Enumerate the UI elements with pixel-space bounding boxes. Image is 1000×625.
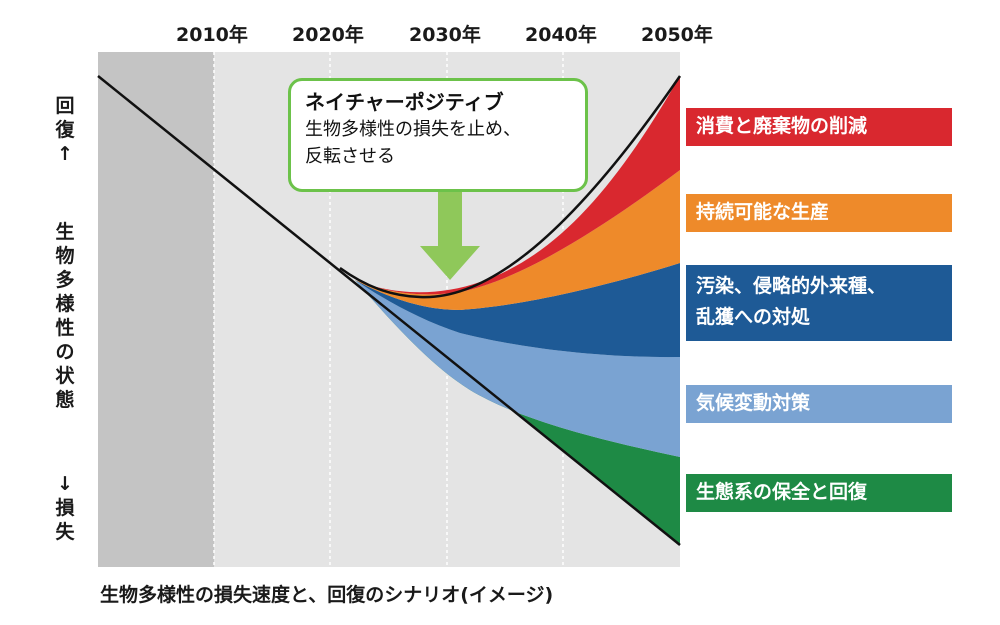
- legend-sustainable-production: 持続可能な生産: [686, 194, 952, 232]
- down-arrow: [420, 192, 480, 280]
- legend-consumption-waste: 消費と廃棄物の削減: [686, 108, 952, 146]
- x-tick-2010: 2010年: [176, 24, 248, 46]
- legend-pollution-line-1: 汚染、侵略的外来種、: [696, 275, 887, 297]
- chart-caption: 生物多様性の損失速度と、回復のシナリオ(イメージ): [100, 584, 554, 606]
- x-tick-2050: 2050年: [641, 24, 713, 46]
- y-label-biodiversity-state: 生 物 多 様 性 の 状 態: [55, 221, 75, 411]
- x-tick-2030: 2030年: [409, 24, 481, 46]
- x-tick-2020: 2020年: [292, 24, 364, 46]
- callout-line-1: 生物多様性の損失を止め、: [305, 119, 521, 140]
- band-red: [355, 76, 680, 295]
- callout-title: ネイチャーポジティブ: [305, 90, 504, 114]
- x-tick-2040: 2040年: [525, 24, 597, 46]
- band-lightblue: [355, 280, 680, 457]
- callout-line-2: 反転させる: [305, 146, 395, 167]
- y-label-loss: ↓ 損 失: [55, 473, 75, 543]
- legend-pollution-invasive-overharvest: 汚染、侵略的外来種、 乱獲への対処: [686, 265, 952, 341]
- legend-climate-action: 気候変動対策: [686, 385, 952, 423]
- y-label-recovery: 回 復 ↑: [55, 95, 75, 165]
- nature-positive-callout: ネイチャーポジティブ 生物多様性の損失を止め、 反転させる: [288, 78, 588, 192]
- legend-ecosystem-restoration: 生態系の保全と回復: [686, 474, 952, 512]
- band-orange: [355, 170, 680, 310]
- legend-pollution-line-2: 乱獲への対処: [696, 306, 811, 328]
- past-band: [98, 52, 214, 567]
- band-darkblue: [355, 263, 680, 358]
- baseline-decline: [97, 75, 681, 546]
- nature-positive-curve: [339, 75, 682, 299]
